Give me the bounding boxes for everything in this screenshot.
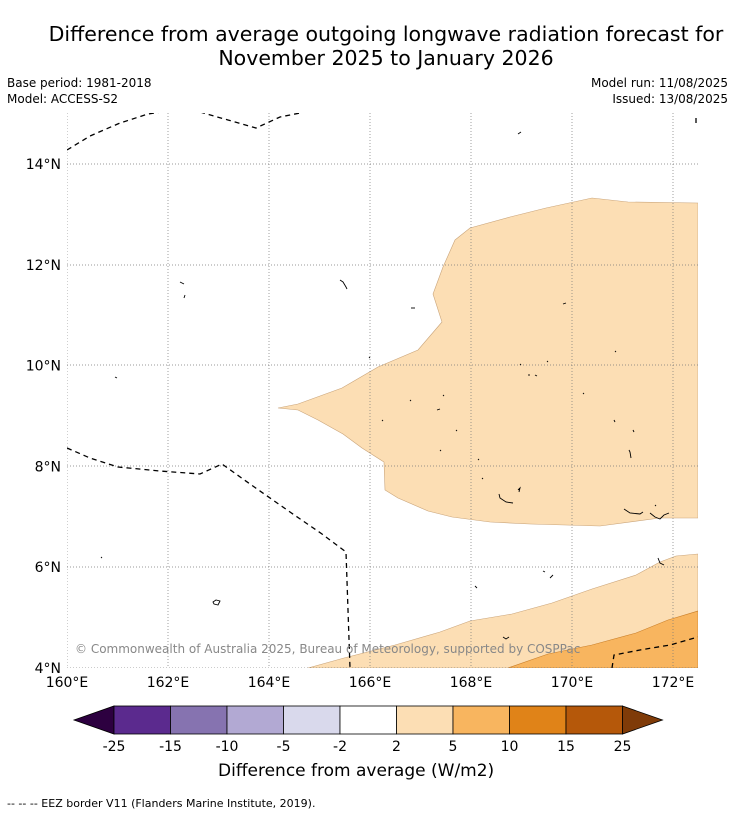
colorbar-swatch [509, 705, 567, 735]
colorbar-tick-label: 2 [392, 739, 401, 755]
title-line-2: November 2025 to January 2026 [218, 46, 554, 70]
colorbar-tick-label: -10 [216, 739, 239, 755]
colorbar-labels: -25 -15 -10 -5 -2 2 5 10 15 25 [103, 739, 632, 755]
title-line-1: Difference from average outgoing longwav… [48, 22, 724, 46]
issued-date: Issued: 13/08/2025 [612, 92, 728, 106]
lat-tick-label: 4°N [35, 661, 61, 677]
islands [100, 131, 670, 640]
colorbar-tick-label: -2 [333, 739, 347, 755]
model-name: Model: ACCESS-S2 [7, 92, 119, 106]
colorbar-swatch [283, 705, 341, 735]
lon-tick-label: 170°E [551, 675, 594, 691]
longitude-ticks: 160°E 162°E 164°E 166°E 168°E 170°E 172°E [46, 675, 695, 691]
colorbar-tick-label: -15 [159, 739, 182, 755]
colorbar-tick-label: 5 [449, 739, 458, 755]
colorbar-extend-low [72, 705, 115, 735]
lon-tick-label: 168°E [450, 675, 493, 691]
base-period: Base period: 1981-2018 [7, 76, 152, 90]
lat-tick-label: 14°N [26, 157, 61, 173]
colorbar-tick-label: 15 [557, 739, 575, 755]
anomaly-region-5-10 [507, 610, 698, 668]
lon-tick-label: 160°E [46, 675, 89, 691]
colorbar-swatch [565, 705, 623, 735]
lon-tick-label: 162°E [147, 675, 190, 691]
colorbar-tick-label: -25 [103, 739, 126, 755]
colorbar-swatch [226, 705, 284, 735]
colorbar-swatch [452, 705, 510, 735]
copyright-text: © Commonwealth of Australia 2025, Bureau… [75, 642, 580, 656]
colorbar-swatch [113, 705, 171, 735]
lon-tick-label: 166°E [349, 675, 392, 691]
meta-left: Base period: 1981-2018 Model: ACCESS-S2 [7, 75, 152, 107]
lon-tick-label: 172°E [652, 675, 695, 691]
map-panel: © Commonwealth of Australia 2025, Bureau… [67, 113, 698, 668]
colorbar-swatch [170, 705, 228, 735]
eez-borders [67, 113, 698, 668]
eez-legend-note: -- -- -- EEZ border V11 (Flanders Marine… [7, 797, 316, 810]
meta-right: Model run: 11/08/2025 Issued: 13/08/2025 [591, 75, 728, 107]
map-title: Difference from average outgoing longwav… [0, 22, 736, 70]
colorbar-swatch [339, 705, 397, 735]
lat-tick-label: 10°N [26, 359, 61, 375]
lat-tick-label: 8°N [35, 459, 61, 475]
lat-tick-label: 6°N [35, 560, 61, 576]
model-run: Model run: 11/08/2025 [590, 76, 728, 90]
colorbar-tick-label: 25 [614, 739, 632, 755]
lon-tick-label: 164°E [248, 675, 291, 691]
latitude-ticks: 4°N 6°N 8°N 10°N 12°N 14°N [26, 157, 61, 677]
lat-tick-label: 12°N [26, 258, 61, 274]
colorbar-tick-label: 10 [501, 739, 519, 755]
colorbar-swatch [396, 705, 454, 735]
colorbar-title: Difference from average (W/m2) [218, 761, 495, 781]
anomaly-region-2-5-north [277, 197, 698, 527]
colorbar-tick-label: -5 [277, 739, 291, 755]
colorbar-extend-high [622, 705, 664, 735]
colorbar [72, 705, 664, 735]
gridlines [67, 113, 698, 668]
